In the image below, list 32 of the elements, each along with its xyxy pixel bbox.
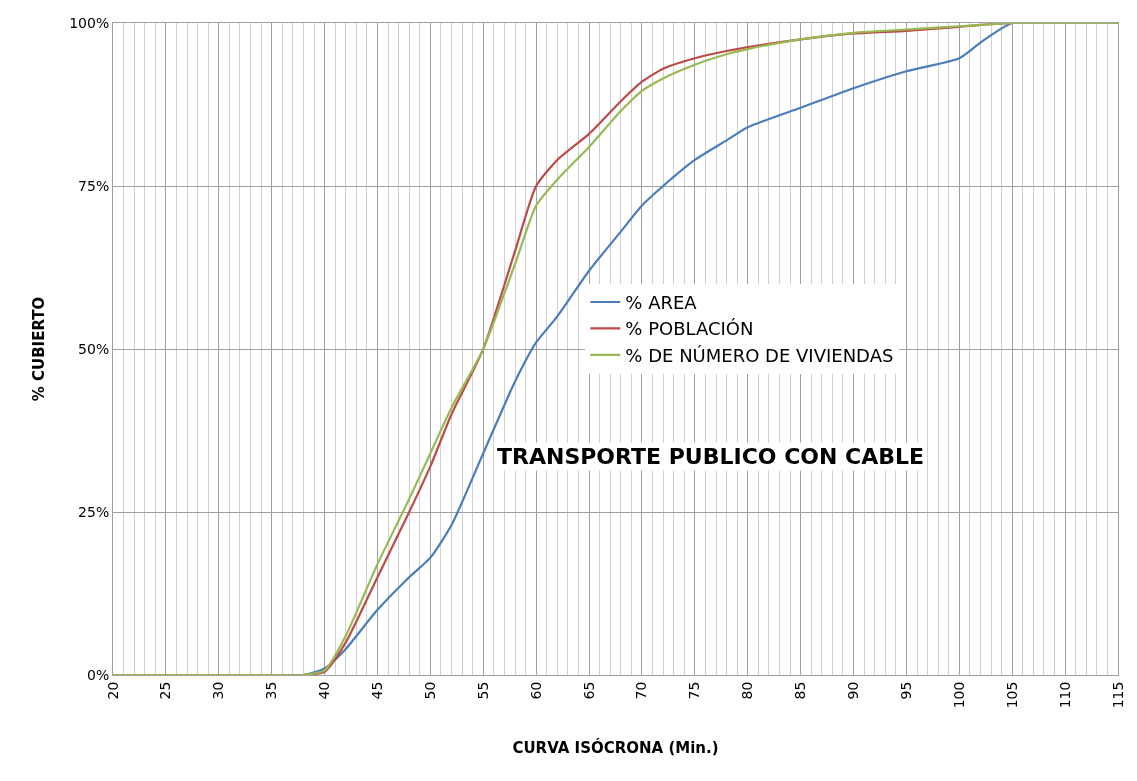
x-tick-label: 40 <box>316 681 333 700</box>
x-tick-label: 85 <box>792 681 809 700</box>
x-tick-label: 70 <box>633 681 650 700</box>
x-tick-label: 80 <box>739 681 756 700</box>
y-tick-label: 50% <box>78 340 110 357</box>
x-tick-label: 25 <box>157 681 174 700</box>
x-tick-label: 20 <box>104 681 121 700</box>
annotation: TRANSPORTE PUBLICO CON CABLE <box>497 444 925 469</box>
x-axis-title: CURVA ISÓCRONA (Min.) <box>512 738 719 758</box>
x-tick-label: 55 <box>474 681 491 700</box>
y-axis-title: % CUBIERTO <box>30 296 49 402</box>
y-tick-label: 0% <box>86 666 110 683</box>
y-tick-label: 75% <box>78 177 110 194</box>
x-tick-label: 75 <box>686 681 703 700</box>
x-tick-label: 45 <box>369 681 386 700</box>
x-tick-label: 90 <box>845 681 862 700</box>
legend-label: % POBLACIÓN <box>625 318 754 340</box>
legend-label: % DE NÚMERO DE VIVIENDAS <box>625 344 894 366</box>
legend-label: % AREA <box>625 292 698 314</box>
y-tick-label: 25% <box>78 503 110 520</box>
x-tick-label: 115 <box>1109 681 1126 709</box>
x-tick-label: 100 <box>950 681 967 709</box>
x-tick-label: 35 <box>263 681 280 700</box>
y-tick-label: 100% <box>69 14 110 31</box>
x-tick-label: 60 <box>527 681 544 700</box>
x-tick-label: 65 <box>580 681 597 700</box>
x-tick-label: 50 <box>421 681 438 700</box>
x-tick-label: 110 <box>1056 681 1073 709</box>
x-tick-label: 105 <box>1003 681 1020 709</box>
x-tick-label: 95 <box>897 681 914 700</box>
x-tick-label: 30 <box>210 681 227 700</box>
line-series <box>113 23 1118 675</box>
